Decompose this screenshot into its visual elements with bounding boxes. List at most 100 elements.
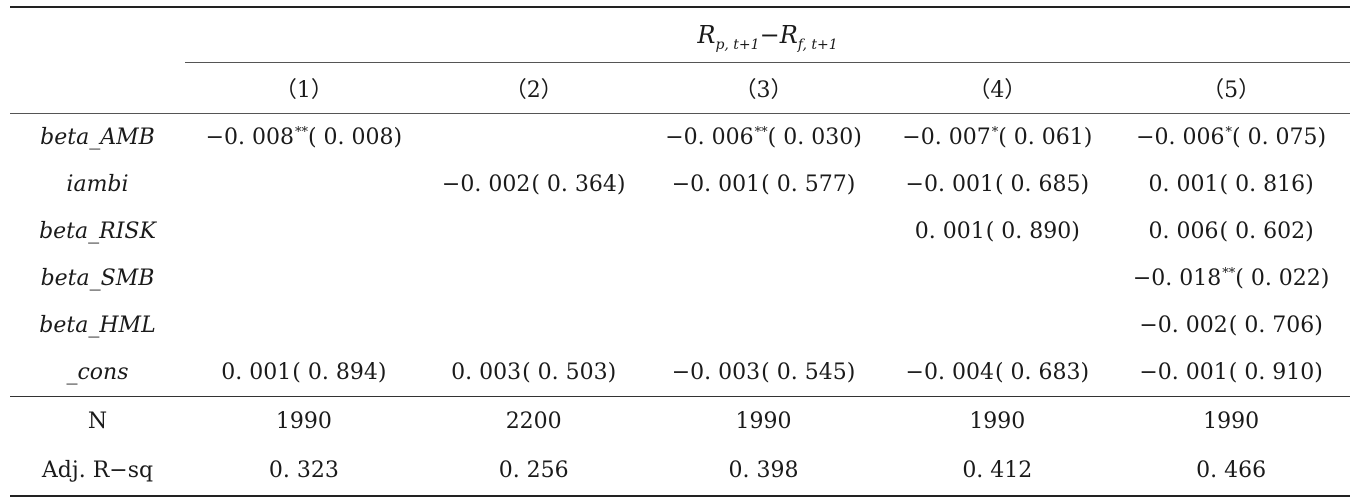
column-header-5: （5）	[1202, 78, 1261, 103]
coefficient-value: −0. 004	[905, 360, 994, 385]
p-value: ( 0. 503)	[522, 360, 617, 385]
table-row: beta_HML −0. 002( 0. 706)	[10, 302, 1350, 349]
dep-r2: R	[779, 21, 798, 50]
stat-value: 0. 323	[268, 458, 339, 483]
variable-label: _cons	[66, 360, 129, 385]
coefficient-cell: −0. 002( 0. 364)	[423, 161, 645, 208]
p-value: ( 0. 685)	[994, 172, 1090, 197]
coefficient-cell	[645, 208, 883, 255]
coefficient-cell: −0. 001( 0. 910)	[1112, 349, 1350, 397]
coefficient-value: 0. 001	[914, 219, 985, 244]
significance-stars: **	[754, 125, 768, 140]
stat-value: 2200	[505, 409, 562, 434]
column-number-corner	[10, 63, 185, 114]
variable-label: beta_AMB	[40, 125, 155, 150]
variable-label: iambi	[66, 172, 129, 197]
dep-r1-sub: p, t+1	[715, 36, 760, 53]
coefficient-value: 0. 003	[451, 360, 522, 385]
table-row: beta_SMB −0. 018**( 0. 022)	[10, 255, 1350, 302]
coefficient-value: 0. 001	[1148, 172, 1219, 197]
statistic-rows: N 1990 2200 1990 1990 1990 Adj. R−sq 0. 323 0. 2…	[10, 396, 1350, 496]
dependent-variable-row: Rp, t+1−Rf, t+1	[10, 7, 1350, 63]
coefficient-cell: 0. 001( 0. 816)	[1112, 161, 1350, 208]
coefficient-cell	[185, 208, 423, 255]
p-value: ( 0. 008)	[307, 125, 403, 150]
header-corner	[10, 7, 185, 63]
dependent-variable-label: Rp, t+1−Rf, t+1	[697, 21, 837, 53]
p-value: ( 0. 364)	[531, 172, 626, 197]
stat-label: Adj. R−sq	[41, 458, 154, 483]
significance-stars: *	[991, 125, 999, 140]
coefficient-cell: 0. 001( 0. 894)	[185, 349, 423, 397]
coefficient-cell: 0. 001( 0. 890)	[882, 208, 1112, 255]
coefficient-cell: −0. 018**( 0. 022)	[1112, 255, 1350, 302]
coefficient-cell: −0. 006**( 0. 030)	[645, 114, 883, 162]
coefficient-cell: −0. 003( 0. 545)	[645, 349, 883, 397]
coefficient-cell	[185, 161, 423, 208]
coefficient-cell: −0. 007*( 0. 061)	[882, 114, 1112, 162]
p-value: ( 0. 030)	[767, 125, 862, 150]
stat-value: 0. 256	[498, 458, 569, 483]
p-value: ( 0. 706)	[1228, 313, 1323, 338]
coefficient-value: 0. 006	[1148, 219, 1219, 244]
variable-label: beta_SMB	[40, 266, 155, 291]
p-value: ( 0. 894)	[292, 360, 387, 385]
p-value: ( 0. 075)	[1232, 125, 1327, 150]
stat-value: 1990	[969, 409, 1026, 434]
variable-label: beta_RISK	[39, 219, 156, 244]
p-value: ( 0. 022)	[1235, 266, 1330, 291]
coefficient-cell: −0. 001( 0. 577)	[645, 161, 883, 208]
coefficient-value: −0. 001	[1139, 360, 1228, 385]
significance-stars: *	[1225, 125, 1233, 140]
dep-r2-sub: f, t+1	[797, 36, 838, 53]
coefficient-value: −0. 007	[902, 125, 991, 150]
coefficient-value: −0. 002	[441, 172, 531, 197]
table-row: iambi −0. 002( 0. 364) −0. 001( 0. 577) −0.…	[10, 161, 1350, 208]
p-value: ( 0. 816)	[1219, 172, 1314, 197]
coefficient-cell	[423, 114, 645, 162]
coefficient-cell	[423, 208, 645, 255]
coefficient-value: −0. 006	[1136, 125, 1225, 150]
coefficient-cell: −0. 006*( 0. 075)	[1112, 114, 1350, 162]
stat-label: N	[87, 409, 108, 434]
stat-value: 1990	[1203, 409, 1260, 434]
coefficient-cell	[882, 302, 1112, 349]
stat-value: 0. 466	[1196, 458, 1267, 483]
table-row: beta_RISK 0. 001( 0. 890) 0. 006( 0. 602)	[10, 208, 1350, 255]
dep-minus: −	[759, 21, 780, 50]
stat-value: 0. 398	[728, 458, 799, 483]
coefficient-cell	[645, 302, 883, 349]
coefficient-cell: −0. 008**( 0. 008)	[185, 114, 423, 162]
column-number-row: （1） （2） （3） （4） （5）	[10, 63, 1350, 114]
column-header-2: （2）	[504, 78, 563, 103]
coefficient-value: −0. 018	[1132, 266, 1222, 291]
column-header-3: （3）	[734, 78, 793, 103]
coefficient-cell	[185, 255, 423, 302]
coefficient-cell: −0. 002( 0. 706)	[1112, 302, 1350, 349]
significance-stars: **	[294, 125, 308, 140]
p-value: ( 0. 061)	[998, 125, 1093, 150]
p-value: ( 0. 602)	[1219, 219, 1314, 244]
coefficient-value: 0. 001	[221, 360, 292, 385]
coefficient-cell	[882, 255, 1112, 302]
stat-value: 1990	[735, 409, 792, 434]
table-row: beta_AMB −0. 008**( 0. 008) −0. 006**( 0. …	[10, 113, 1350, 162]
coefficient-cell: 0. 006( 0. 602)	[1112, 208, 1350, 255]
coefficient-value: −0. 001	[905, 172, 994, 197]
coefficient-value: −0. 001	[671, 172, 761, 197]
p-value: ( 0. 910)	[1228, 360, 1323, 385]
column-header-4: （4）	[968, 78, 1027, 103]
coefficient-value: −0. 006	[665, 125, 754, 150]
coefficient-cell	[645, 255, 883, 302]
coefficient-cell: −0. 004( 0. 683)	[882, 349, 1112, 397]
p-value: ( 0. 683)	[994, 360, 1090, 385]
variable-label: beta_HML	[39, 313, 156, 338]
regression-table: Rp, t+1−Rf, t+1 （1） （2） （3） （4） （5） beta…	[10, 6, 1350, 497]
stat-row: N 1990 2200 1990 1990 1990	[10, 396, 1350, 447]
table-row: _cons 0. 001( 0. 894) 0. 003( 0. 503) −0. 0…	[10, 349, 1350, 397]
dep-r1: R	[697, 21, 716, 50]
coefficient-value: −0. 002	[1139, 313, 1228, 338]
coefficient-cell	[185, 302, 423, 349]
p-value: ( 0. 577)	[761, 172, 856, 197]
